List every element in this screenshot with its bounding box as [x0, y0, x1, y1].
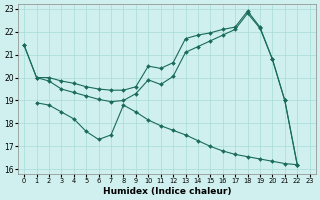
X-axis label: Humidex (Indice chaleur): Humidex (Indice chaleur) — [103, 187, 231, 196]
